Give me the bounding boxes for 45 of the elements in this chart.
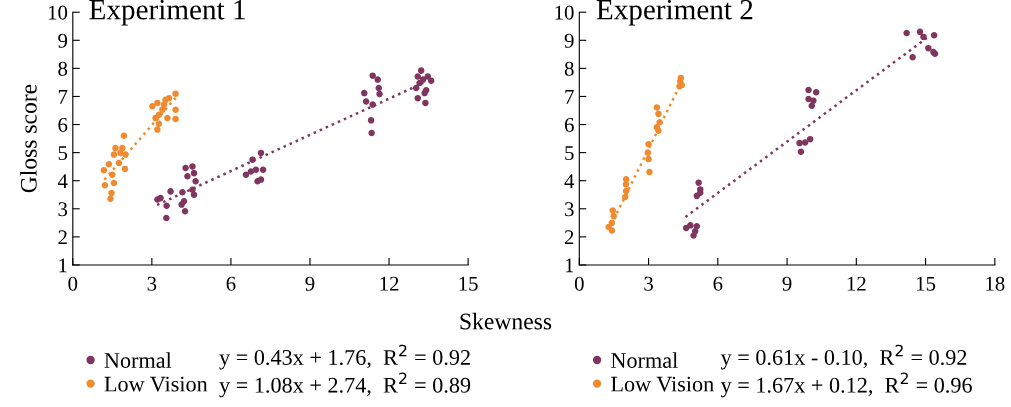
x-tick-label: 18 <box>986 276 1005 291</box>
y-tick-label: 5 <box>58 146 68 161</box>
y-tick-label: 3 <box>58 202 68 217</box>
legend-label: Normal <box>104 352 172 368</box>
y-tick-label: 9 <box>564 33 574 48</box>
y-tick-label: 1 <box>565 258 574 273</box>
x-tick-label: 12 <box>380 276 399 291</box>
y-axis-title: Gloss score <box>20 84 37 193</box>
y-tick-label: 6 <box>564 117 574 132</box>
x-tick-label: 0 <box>574 276 584 291</box>
y-tick-label: 4 <box>57 174 68 188</box>
y-tick-label: 6 <box>58 117 68 132</box>
x-tick-label: 15 <box>916 276 936 291</box>
text: y = 0.43x + 1.76, R$^{2}$ = 0.92 <box>219 344 470 370</box>
legend-label: Low Vision <box>611 376 714 392</box>
y-tick-label: 2 <box>58 230 67 245</box>
chart-title: Experiment 1 <box>89 0 245 26</box>
y-tick-label: 2 <box>564 230 574 245</box>
x-tick-label: 9 <box>782 276 792 291</box>
x-tick-label: 15 <box>459 276 478 291</box>
y-tick-label: 10 <box>48 5 68 20</box>
x-tick-label: 0 <box>68 276 78 291</box>
text: y = 1.67x + 0.12, R$^{2}$ = 0.96 <box>720 372 972 398</box>
y-tick-label: 1 <box>59 258 67 273</box>
x-tick-label: 3 <box>644 276 653 291</box>
y-tick-label: 8 <box>58 61 68 76</box>
text: y = 1.08x + 2.74, R$^{2}$ = 0.89 <box>219 372 471 398</box>
legend-label: Low Vision <box>104 376 208 392</box>
y-tick-label: 9 <box>58 33 68 48</box>
y-tick-label: 5 <box>565 146 574 161</box>
legend-label: Normal <box>611 352 678 368</box>
x-tick-label: 6 <box>713 276 723 291</box>
y-tick-label: 7 <box>58 90 68 104</box>
x-tick-label: 6 <box>226 276 236 291</box>
x-tick-label: 9 <box>305 276 315 291</box>
chart-title: Experiment 2 <box>596 0 753 26</box>
y-tick-label: 4 <box>564 174 575 188</box>
x-tick-label: 12 <box>847 276 866 291</box>
x-tick-label: 3 <box>147 276 157 291</box>
y-tick-label: 8 <box>564 61 574 76</box>
x-axis-title: Skewness <box>460 312 552 330</box>
text: y = 0.61x - 0.10, R$^{2}$ = 0.92 <box>720 344 967 370</box>
y-tick-label: 10 <box>555 5 574 20</box>
y-tick-label: 3 <box>565 202 574 217</box>
y-tick-label: 7 <box>565 90 574 104</box>
